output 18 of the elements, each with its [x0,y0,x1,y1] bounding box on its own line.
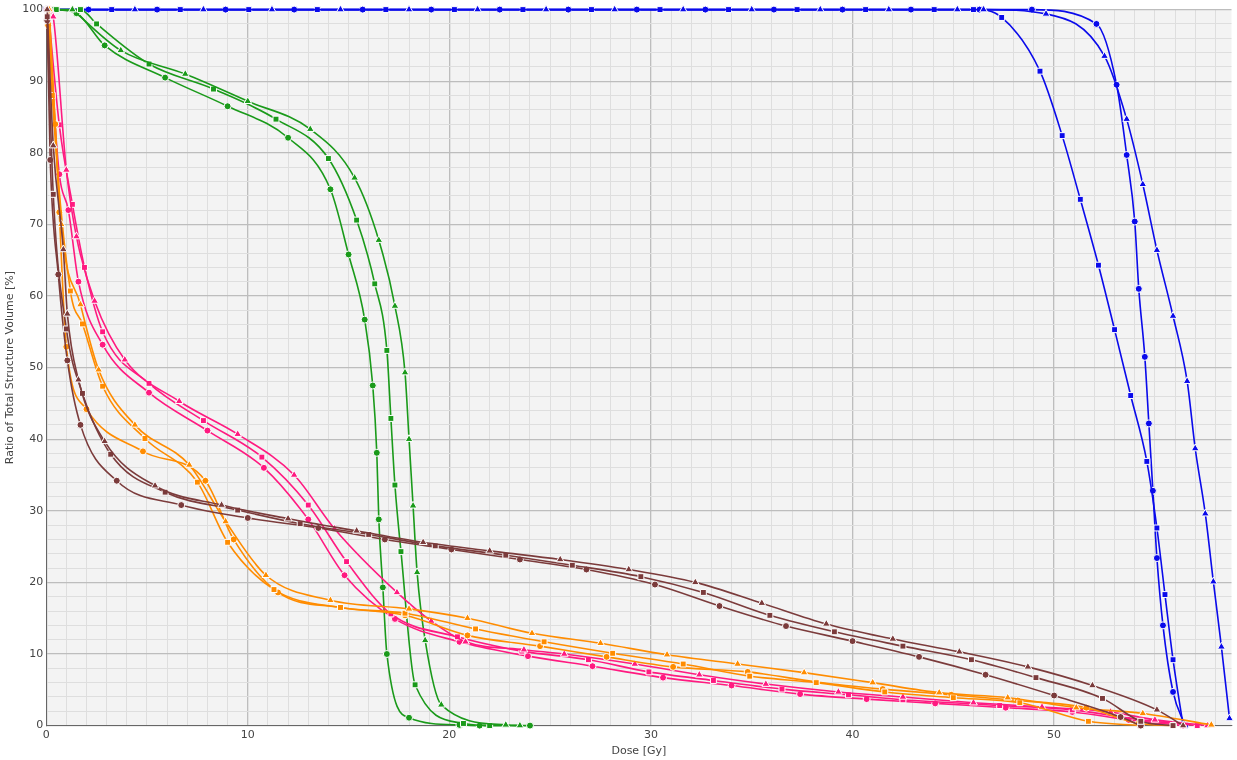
y-tick-label: 50 [29,360,44,374]
x-tick-label: 10 [240,728,255,742]
y-tick-label: 60 [29,288,44,302]
x-tick-label: 40 [845,728,860,742]
y-tick-label: 10 [29,646,44,660]
y-tick-label: 30 [29,503,44,517]
y-tick-label: 40 [29,432,44,446]
y-tick-label: 90 [29,74,44,88]
y-axis-title: Ratio of Total Structure Volume [%] [3,271,17,465]
x-tick-label: 20 [442,728,457,742]
y-tick-label: 80 [29,145,44,159]
y-tick-label: 0 [36,718,44,732]
x-axis-title: Dose [Gy] [611,744,667,758]
y-tick-label: 20 [29,575,44,589]
y-tick-label: 100 [22,2,44,16]
x-tick-label: 30 [643,728,658,742]
x-tick-label: 50 [1047,728,1062,742]
y-tick-label: 70 [29,217,44,231]
